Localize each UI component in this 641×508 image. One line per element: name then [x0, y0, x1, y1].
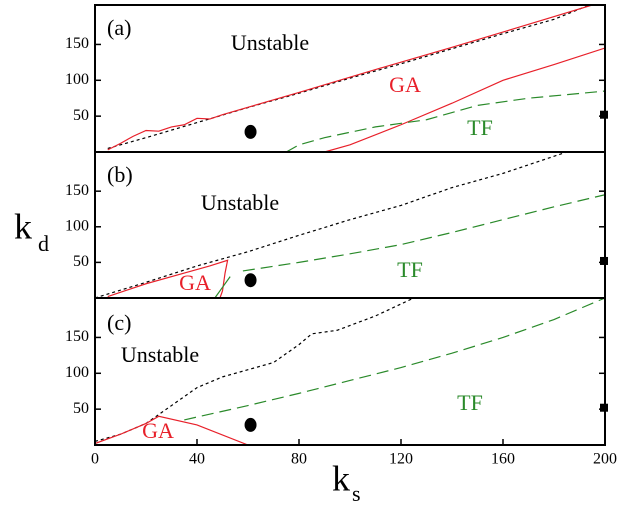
annotation: GA — [389, 72, 421, 97]
curve — [184, 298, 605, 421]
curve — [95, 415, 249, 445]
annotation: TF — [467, 115, 493, 140]
curve — [107, 5, 590, 149]
marker — [244, 124, 257, 139]
curve — [95, 152, 567, 298]
x-axis-label: k — [332, 458, 350, 498]
marker — [244, 273, 257, 288]
annotation: Unstable — [201, 190, 279, 215]
annotation: GA — [179, 270, 211, 295]
y-tick-label: 150 — [65, 182, 89, 199]
y-tick-label: 50 — [73, 253, 89, 270]
curve — [285, 90, 605, 152]
frame — [94, 297, 606, 446]
curve — [324, 47, 605, 152]
x-tick-label: 80 — [291, 451, 307, 468]
plot-area — [95, 298, 605, 445]
x-axis-label-sub: s — [352, 481, 361, 506]
y-tick-label: 150 — [65, 328, 89, 345]
x-tick-label: 120 — [389, 451, 413, 468]
y-axis-label-sub: d — [38, 231, 49, 256]
annotation: Unstable — [121, 342, 199, 367]
annotation: GA — [142, 418, 174, 443]
x-tick-label: 160 — [491, 451, 515, 468]
annotation: TF — [457, 390, 483, 415]
annotation: (a) — [107, 15, 131, 40]
annotation: Unstable — [231, 30, 309, 55]
y-tick-label: 100 — [65, 71, 89, 88]
y-tick-label: 150 — [65, 35, 89, 52]
y-tick-label: 50 — [73, 400, 89, 417]
y-axis-label: k — [14, 206, 32, 246]
annotation: TF — [397, 257, 423, 282]
y-tick-label: 100 — [65, 364, 89, 381]
curve — [107, 5, 593, 151]
plot-area — [95, 152, 605, 298]
annotation: (b) — [107, 162, 133, 187]
x-tick-label: 0 — [91, 451, 99, 468]
plot-area — [107, 5, 605, 152]
y-tick-label: 50 — [73, 107, 89, 124]
x-tick-label: 40 — [189, 451, 205, 468]
y-tick-label: 100 — [65, 217, 89, 234]
annotation: (c) — [107, 310, 131, 335]
curve — [107, 259, 229, 298]
curve — [214, 276, 231, 298]
marker — [244, 417, 257, 432]
curve — [242, 194, 605, 272]
x-tick-label: 200 — [593, 451, 617, 468]
